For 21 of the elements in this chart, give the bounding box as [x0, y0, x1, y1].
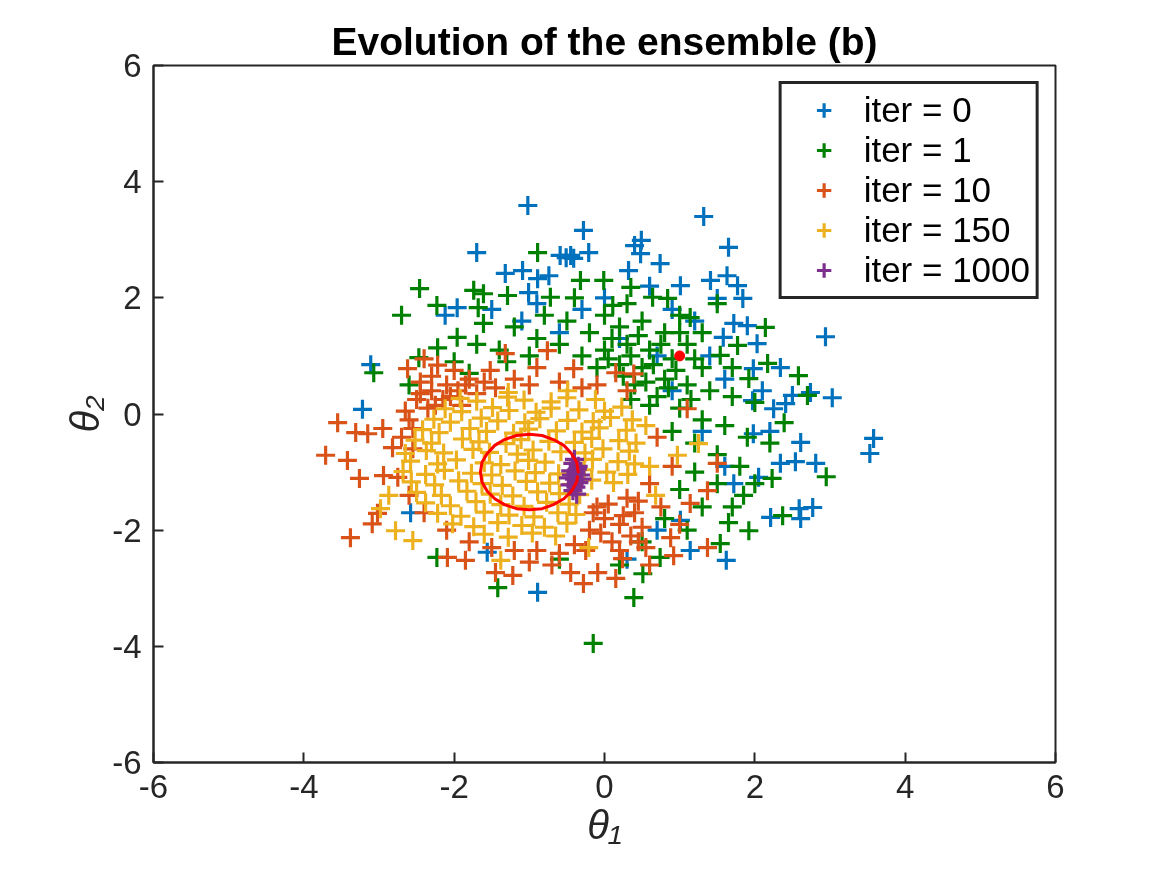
- y-tick-label: 6: [123, 47, 142, 84]
- x-axis-title: θ₁: [587, 802, 622, 847]
- y-axis-title: θ₂: [63, 395, 108, 433]
- legend-label: iter = 0: [863, 90, 972, 130]
- y-tick-label: 0: [123, 395, 142, 433]
- y-tick-label: -2: [112, 511, 142, 549]
- legend-label: iter = 1000: [863, 250, 1030, 290]
- legend-label: iter = 1: [863, 130, 972, 170]
- x-tick-label: 2: [745, 767, 765, 805]
- y-tick-label: 2: [123, 279, 142, 317]
- y-tick-label: -6: [112, 744, 142, 781]
- y-tick-label: -4: [112, 627, 142, 665]
- x-tick-label: -2: [439, 767, 469, 805]
- x-tick-label: -4: [289, 767, 319, 805]
- x-tick-label: 6: [1046, 767, 1065, 805]
- x-tick-label: 4: [895, 767, 915, 805]
- y-tick-label: 4: [123, 163, 142, 201]
- x-tick-label: 0: [595, 767, 614, 805]
- legend-label: iter = 150: [863, 210, 1011, 250]
- legend-label: iter = 10: [863, 170, 992, 210]
- chart-title: Evolution of the ensemble (b): [331, 19, 878, 63]
